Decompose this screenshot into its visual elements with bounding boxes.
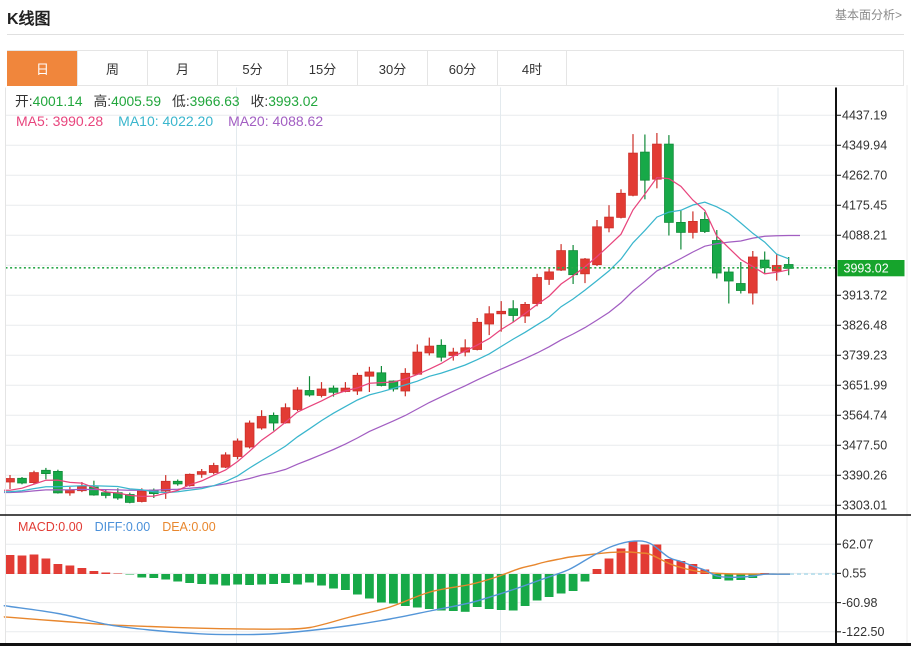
svg-text:4349.94: 4349.94 — [842, 139, 887, 153]
svg-text:3913.72: 3913.72 — [842, 289, 887, 303]
svg-text:3303.01: 3303.01 — [842, 499, 887, 513]
svg-text:4175.45: 4175.45 — [842, 199, 887, 213]
svg-text:62.07: 62.07 — [842, 537, 873, 551]
svg-text:4088.21: 4088.21 — [842, 229, 887, 243]
svg-text:-122.50: -122.50 — [842, 625, 884, 639]
svg-text:3993.02: 3993.02 — [844, 262, 889, 276]
svg-text:3739.23: 3739.23 — [842, 349, 887, 363]
svg-text:4437.19: 4437.19 — [842, 109, 887, 123]
svg-text:4262.70: 4262.70 — [842, 169, 887, 183]
svg-text:3390.26: 3390.26 — [842, 469, 887, 483]
svg-text:3477.50: 3477.50 — [842, 439, 887, 453]
svg-text:-60.98: -60.98 — [842, 596, 877, 610]
svg-text:3826.48: 3826.48 — [842, 319, 887, 333]
svg-text:3651.99: 3651.99 — [842, 379, 887, 393]
svg-text:0.55: 0.55 — [842, 567, 866, 581]
svg-text:开:4001.14高:4005.59低:3966.63收:3: 开:4001.14 高:4005.59 低:3966.63 收:3993.02 — [15, 93, 318, 109]
svg-text:3564.74: 3564.74 — [842, 409, 887, 423]
